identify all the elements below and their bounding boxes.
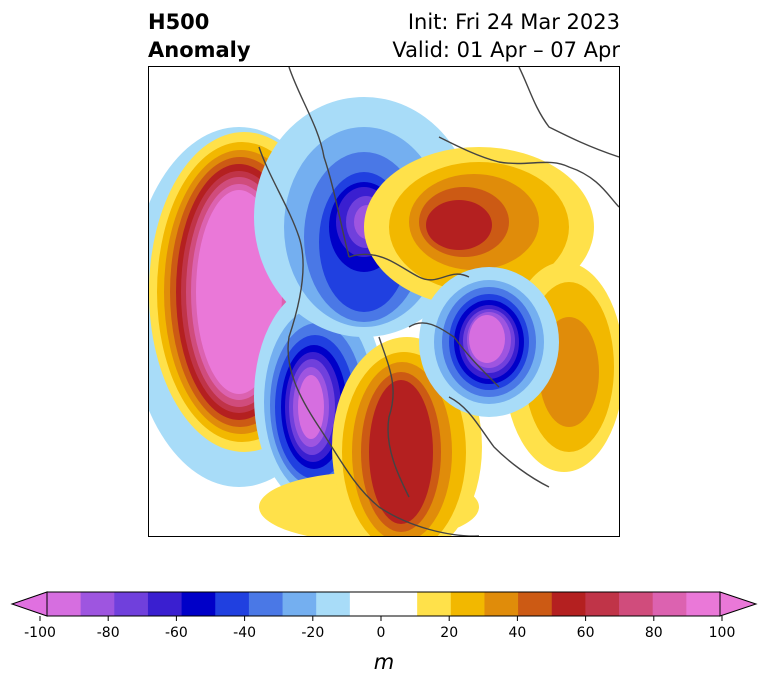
colorbar-tick-label: 20 [440, 625, 458, 641]
title-right: Init: Fri 24 Mar 2023 Valid: 01 Apr – 07… [392, 8, 620, 64]
colorbar-segment [316, 592, 351, 616]
colorbar-segment [147, 592, 183, 616]
colorbar-tick-label: -40 [233, 625, 256, 641]
negative-anomaly-scandinavia [419, 267, 559, 417]
colorbar-segment [80, 592, 115, 616]
colorbar-segment [450, 592, 485, 616]
colorbar-segment [282, 592, 317, 616]
colorbar: -100 -80 -60 -40 -20 0 20 40 60 80 100 [0, 580, 768, 680]
colorbar-tick-label: 0 [377, 625, 386, 641]
colorbar-segment [383, 592, 418, 616]
colorbar-segment [518, 592, 553, 616]
title-quantity: Anomaly [148, 38, 251, 62]
colorbar-segment [349, 592, 384, 616]
colorbar-extend-low [10, 591, 48, 617]
colorbar-segment [484, 592, 519, 616]
colorbar-tick-label: -80 [97, 625, 120, 641]
coastlines [258, 67, 619, 536]
colorbar-segment [417, 592, 452, 616]
colorbar-segment [551, 592, 586, 616]
colorbar-segment [585, 592, 620, 616]
title-variable: H500 [148, 10, 210, 34]
colorbar-tick-label: 40 [508, 625, 526, 641]
title-left: H500 Anomaly [148, 8, 251, 64]
colorbar-segment [652, 592, 687, 616]
colorbar-segment [114, 592, 149, 616]
colorbar-segment [47, 592, 82, 616]
positive-anomaly-siberia [364, 147, 594, 307]
colorbar-unit-label: m [373, 650, 395, 674]
colorbar-tick-label: -60 [165, 625, 188, 641]
map-svg [149, 67, 619, 536]
colorbar-segment [686, 592, 721, 616]
colorbar-segment [619, 592, 654, 616]
colorbar-extend-high [719, 591, 758, 617]
colorbar-tick-label: 80 [645, 625, 663, 641]
colorbar-border [46, 591, 721, 617]
colorbar-segment [215, 592, 250, 616]
anomaly-map [148, 66, 620, 537]
colorbar-tick-label: 100 [709, 625, 736, 641]
colorbar-tick-label: -20 [301, 625, 324, 641]
init-date: Init: Fri 24 Mar 2023 [407, 10, 620, 34]
colorbar-tick-label: 60 [577, 625, 595, 641]
colorbar-tick-label: -100 [24, 625, 56, 641]
colorbar-segment [248, 592, 284, 616]
colorbar-segment [181, 592, 216, 616]
valid-range: Valid: 01 Apr – 07 Apr [392, 38, 620, 62]
colorbar-svg: -100 -80 -60 -40 -20 0 20 40 60 80 100 [10, 591, 758, 641]
